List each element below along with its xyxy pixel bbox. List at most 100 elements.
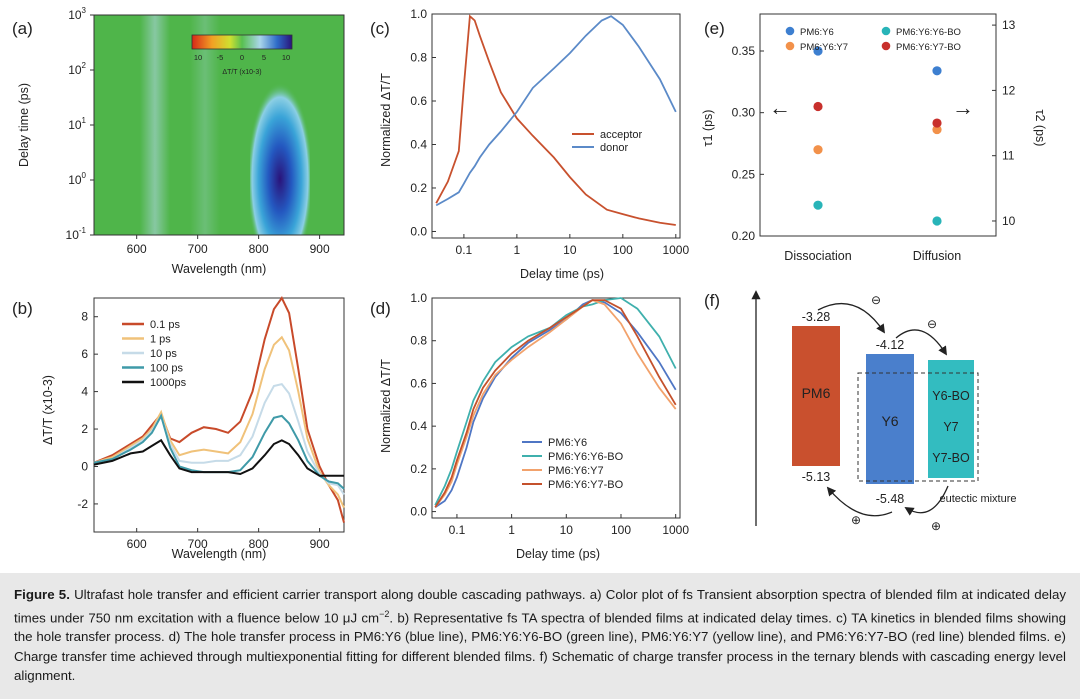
panel-c-plot: 0.1 1 10 100 1000 0.0 0.2 0.4 0.6 0.8 1.0 acceptord… — [410, 7, 689, 257]
panel-b-label: (b) — [12, 299, 33, 318]
panel-d-ytick-label: 0.0 — [410, 505, 427, 519]
panel-c-ylabel: Normalized ΔT/T — [379, 73, 393, 167]
panel-d-legend-label: PM6:Y6:Y7-BO — [548, 479, 624, 491]
panel-d-ytick-label: 0.8 — [410, 334, 427, 348]
panel-c-series-line — [435, 14, 676, 226]
panel-b-xtick-label: 700 — [188, 537, 208, 551]
panel-a-xtick-label: 800 — [249, 242, 269, 256]
caption-text-part2: . b) Representative fs TA spectra of ble… — [14, 609, 1066, 684]
panel-b-ytick-label: 0 — [81, 459, 88, 473]
panel-b-ytick-label: 4 — [81, 385, 88, 399]
panel-c-xtick-label: 10 — [563, 243, 577, 257]
panel-b-series-line — [93, 438, 344, 477]
panel-b-frame — [93, 297, 345, 533]
panel-f-diagram: (f) PM6 -3.28 -5.13 Y6 -4.12 -5.48 Y6-BO… — [704, 290, 1017, 533]
panel-a-xtick-label: 600 — [127, 242, 147, 256]
panel-d-series-line — [434, 299, 677, 508]
colorbar-tick-label: 10 — [282, 53, 290, 62]
panel-b-legend-label: 100 ps — [150, 363, 184, 375]
panel-d-xtick-label: 0.1 — [449, 523, 466, 537]
panel-e-legend-label: PM6:Y6:Y7-BO — [896, 42, 961, 53]
panel-d-ytick-label: 0.2 — [410, 462, 427, 476]
panel-c-ytick-label: 0.4 — [410, 137, 427, 151]
panel-e-ytick-label-right: 12 — [1002, 83, 1016, 97]
panel-e-ytick-label-left: 0.35 — [732, 44, 756, 58]
panel-d-frame — [431, 297, 681, 519]
panel-b-xtick-label: 900 — [310, 537, 330, 551]
electron-transfer-arrow-2 — [895, 329, 947, 356]
panel-e-point-dissociation — [813, 200, 823, 210]
panel-c-legend-label: acceptor — [600, 129, 643, 141]
panel-b-plot: 600 700 800 900 -2 0 2 4 6 8 0.1 ps 1 ps 10 ps 100 ps… — [77, 296, 345, 551]
y6bo-line-3: Y7-BO — [932, 451, 970, 465]
panel-c-xtick-label: 100 — [613, 243, 633, 257]
panel-b-series-line — [93, 413, 345, 490]
colorbar-label: ΔT/T (x10-3) — [222, 69, 261, 76]
panel-a-xtick-label: 900 — [310, 242, 330, 256]
panel-d-xlabel: Delay time (ps) — [516, 547, 600, 561]
panel-e-ytick-label-right: 13 — [1002, 18, 1016, 32]
panel-e-legend-marker — [881, 41, 891, 51]
panel-a-xtick-label: 700 — [188, 242, 208, 256]
panel-a-ytick-label: 101 — [68, 116, 86, 132]
panel-d-xtick-label: 1 — [508, 523, 515, 537]
y6-block — [866, 354, 914, 484]
eutectic-mixture-label: eutectic mixture — [939, 493, 1016, 505]
panel-c-xtick-label: 0.1 — [456, 243, 473, 257]
panel-b-legend-label: 1000ps — [150, 377, 187, 389]
panel-e-ytick-label-left: 0.20 — [732, 229, 756, 243]
panel-e-label: (e) — [704, 19, 725, 38]
hole-symbol-2: ⊕ — [931, 519, 941, 533]
electron-transfer-arrow-1 — [817, 302, 886, 334]
panel-e-point-diffusion — [932, 118, 942, 128]
panel-e-point-dissociation — [813, 101, 823, 112]
panel-e-category-label: Dissociation — [784, 249, 851, 263]
panel-e-ytick-label-right: 10 — [1002, 214, 1016, 228]
panel-d-chart: (d) 0.1 1 10 100 1000 0.0 0.2 0.4 0.6 0.8 1.0 PM6:Y… — [370, 291, 689, 561]
panel-b-xtick-label: 600 — [127, 537, 147, 551]
panel-a-ytick-exponent: 3 — [82, 6, 87, 15]
panel-a-heatmap: (a) 10 -5 0 5 10 ΔT/T (x10-3) 600 700 800 90010… — [12, 6, 345, 276]
panel-e-legend-marker — [785, 41, 795, 51]
panel-d-ylabel: Normalized ΔT/T — [379, 359, 393, 453]
panel-c-frame — [431, 13, 681, 239]
panel-d-legend-label: PM6:Y6:Y7 — [548, 465, 604, 477]
panel-c-ytick-label: 0.6 — [410, 94, 427, 108]
colorbar-tick-label: 5 — [262, 53, 266, 62]
panel-e-ytick-label-right: 11 — [1002, 149, 1015, 163]
pm6-homo-value: -5.13 — [802, 470, 831, 484]
heatmap-band-640 — [140, 15, 170, 235]
caption-figure-label: Figure 5. — [14, 587, 70, 602]
panel-c-ytick-label: 1.0 — [410, 7, 427, 21]
panel-c-ytick-label: 0.0 — [410, 224, 427, 238]
panel-c-chart: (c) 0.1 1 10 100 1000 0.0 0.2 0.4 0.6 0.8 1.0 accep… — [370, 7, 689, 281]
pm6-lumo-value: -3.28 — [802, 310, 831, 324]
panel-d-label: (d) — [370, 299, 391, 318]
panel-e-ytick-label-left: 0.30 — [732, 106, 756, 120]
panel-e-plot: 0.20 0.25 0.30 0.35 10 11 12 13 Dissociation Diff… — [732, 13, 1016, 263]
electron-symbol-2: ⊖ — [927, 317, 937, 331]
y6-block-label: Y6 — [881, 413, 898, 429]
panel-e-point-dissociation — [813, 145, 823, 155]
panel-c-xtick-label: 1000 — [662, 243, 689, 257]
panel-a-ytick-label: 102 — [68, 61, 86, 77]
panel-a-ytick-label: 10-1 — [66, 226, 87, 242]
panel-b-ytick-label: 8 — [81, 310, 88, 324]
caption-text-part1: Ultrafast hole transfer and efficient ca… — [14, 587, 1066, 625]
colorbar-ticks: 10 -5 0 5 10 — [194, 53, 290, 62]
panel-e-point-dissociation — [813, 46, 823, 56]
panel-d-legend-label: PM6:Y6:Y6-BO — [548, 451, 624, 463]
heatmap-hotspot-840 — [250, 60, 310, 235]
panel-e-ylabel-right: τ2 (ps) — [1033, 110, 1047, 147]
colorbar-tick-label: 0 — [240, 53, 244, 62]
panel-e-point-diffusion — [932, 216, 942, 226]
panel-a-ytick-exponent: -1 — [79, 226, 87, 235]
panel-e-legend-marker — [785, 26, 795, 36]
panel-d-xtick-label: 1000 — [662, 523, 689, 537]
panel-a-label: (a) — [12, 19, 33, 38]
panel-a-ylabel: Delay time (ps) — [17, 83, 31, 167]
panel-a-ytick-exponent: 2 — [82, 61, 87, 70]
panel-e-chart: (e) 0.20 0.25 0.30 0.35 10 11 12 13 Dissociation… — [701, 13, 1047, 263]
panel-d-plot: 0.1 1 10 100 1000 0.0 0.2 0.4 0.6 0.8 1.0 PM6:Y6 PM6… — [410, 291, 689, 537]
